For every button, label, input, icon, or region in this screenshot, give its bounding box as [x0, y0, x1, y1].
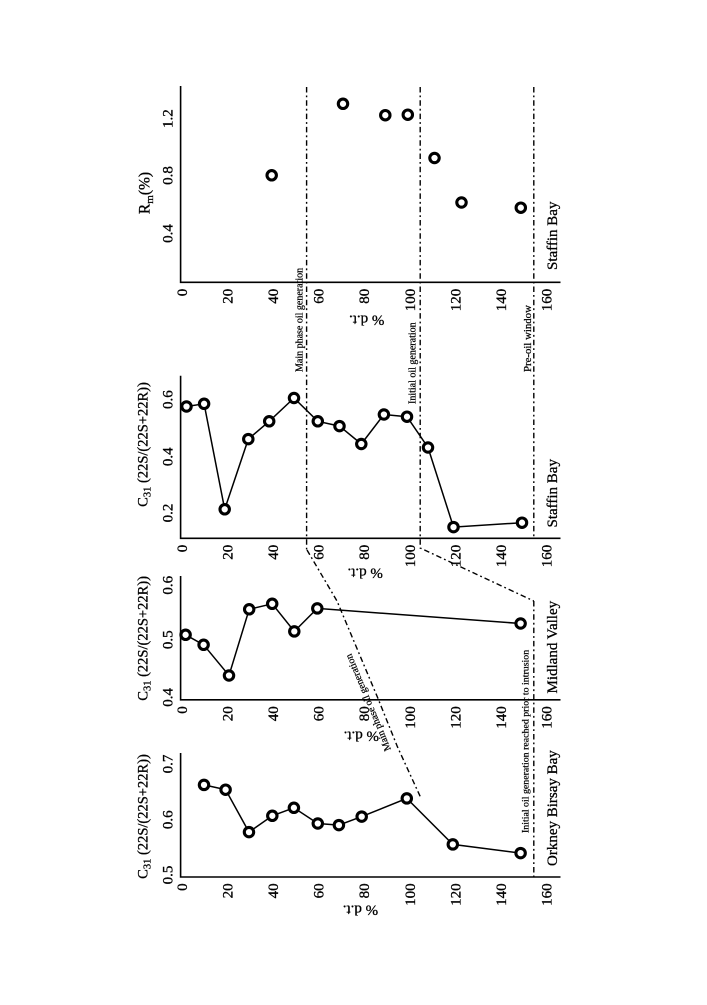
svg-text:80: 80: [357, 883, 373, 898]
svg-text:0.6: 0.6: [160, 575, 176, 594]
svg-text:140: 140: [494, 883, 510, 906]
svg-text:Initial oil generation: Initial oil generation: [408, 322, 419, 404]
svg-text:40: 40: [266, 883, 282, 898]
svg-text:0.8: 0.8: [160, 166, 176, 185]
svg-text:140: 140: [494, 706, 510, 729]
svg-text:0.6: 0.6: [160, 390, 176, 409]
svg-text:80: 80: [357, 545, 373, 560]
svg-text:40: 40: [266, 706, 282, 721]
svg-text:Staffin Bay: Staffin Bay: [545, 459, 561, 528]
svg-text:120: 120: [448, 883, 464, 906]
svg-text:140: 140: [494, 289, 510, 312]
svg-text:80: 80: [357, 289, 373, 304]
svg-text:40: 40: [266, 289, 282, 304]
svg-text:C31 (22S/(22S+22R)): C31 (22S/(22S+22R)): [136, 754, 154, 879]
svg-text:Main phase oil generation: Main phase oil generation: [294, 268, 305, 372]
svg-text:0.5: 0.5: [160, 630, 176, 649]
svg-text:20: 20: [221, 706, 237, 721]
svg-text:60: 60: [312, 289, 328, 304]
svg-text:Midland Valley: Midland Valley: [545, 600, 561, 693]
svg-text:% d.t.: % d.t.: [349, 311, 384, 327]
svg-text:160: 160: [540, 545, 556, 568]
svg-text:0: 0: [175, 545, 191, 553]
svg-text:20: 20: [221, 545, 237, 560]
svg-text:0.4: 0.4: [160, 224, 176, 243]
svg-text:120: 120: [448, 706, 464, 729]
svg-text:60: 60: [312, 706, 328, 721]
svg-text:80: 80: [357, 706, 373, 721]
svg-text:1.2: 1.2: [160, 109, 176, 128]
svg-text:0.6: 0.6: [160, 810, 176, 829]
svg-text:100: 100: [403, 289, 419, 312]
svg-text:% d.t.: % d.t.: [344, 728, 379, 744]
svg-text:20: 20: [221, 289, 237, 304]
svg-text:120: 120: [448, 289, 464, 312]
svg-text:% d.t.: % d.t.: [343, 902, 378, 918]
svg-text:140: 140: [494, 545, 510, 568]
svg-text:0: 0: [175, 883, 191, 891]
svg-text:100: 100: [403, 706, 419, 729]
svg-text:160: 160: [540, 289, 556, 312]
svg-text:Orkney Birsay Bay: Orkney Birsay Bay: [545, 750, 561, 866]
svg-text:0.4: 0.4: [160, 447, 176, 466]
svg-text:C31 (22S/(22S+22R)): C31 (22S/(22S+22R)): [136, 382, 154, 507]
svg-text:120: 120: [448, 545, 464, 568]
svg-text:40: 40: [266, 545, 282, 560]
svg-text:0: 0: [175, 289, 191, 297]
svg-text:Staffin Bay: Staffin Bay: [545, 201, 561, 270]
svg-text:60: 60: [312, 883, 328, 898]
svg-text:Rm(%): Rm(%): [137, 172, 156, 214]
svg-text:160: 160: [540, 883, 556, 906]
svg-text:0.4: 0.4: [160, 688, 176, 707]
svg-text:60: 60: [312, 545, 328, 560]
svg-text:0.2: 0.2: [160, 504, 176, 523]
svg-text:100: 100: [403, 545, 419, 568]
svg-text:Initial oil generation reached: Initial oil generation reached prior to …: [521, 650, 532, 833]
svg-text:0: 0: [175, 706, 191, 714]
svg-text:0.5: 0.5: [160, 866, 176, 885]
svg-text:C31 (22S/(22S+22R)): C31 (22S/(22S+22R)): [136, 576, 154, 701]
svg-text:Pre-oil window: Pre-oil window: [522, 305, 534, 372]
svg-text:160: 160: [540, 706, 556, 729]
svg-text:20: 20: [221, 883, 237, 898]
svg-text:0.7: 0.7: [160, 754, 176, 773]
svg-text:% d.t.: % d.t.: [347, 564, 382, 580]
svg-text:100: 100: [403, 883, 419, 906]
